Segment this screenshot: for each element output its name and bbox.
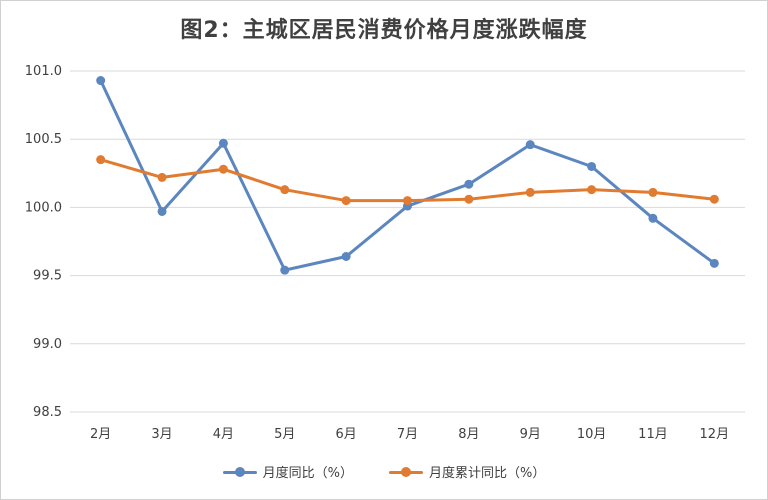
y-tick-label: 99.5 xyxy=(33,269,62,284)
y-axis-ticks: 98.5 99.0 99.5 100.0 100.5 101.0 xyxy=(25,64,62,420)
data-point-series-2 xyxy=(218,164,228,174)
data-point-series-2 xyxy=(280,185,290,195)
legend-label-series-1: 月度同比（%） xyxy=(262,466,353,481)
legend-label-series-2: 月度累计同比（%） xyxy=(429,466,546,481)
x-tick-label: 7月 xyxy=(397,427,418,442)
data-point-series-2 xyxy=(709,194,719,204)
data-point-series-1 xyxy=(96,76,106,86)
y-tick-label: 100.5 xyxy=(25,132,62,147)
data-point-series-1 xyxy=(464,179,474,189)
x-tick-label: 2月 xyxy=(90,427,111,442)
x-tick-label: 5月 xyxy=(274,427,295,442)
data-point-series-2 xyxy=(157,172,167,182)
y-tick-label: 98.5 xyxy=(33,405,62,420)
x-tick-label: 6月 xyxy=(335,427,356,442)
data-point-series-1 xyxy=(218,138,228,148)
x-tick-label: 3月 xyxy=(151,427,172,442)
data-point-series-1 xyxy=(341,252,351,262)
x-tick-label: 9月 xyxy=(520,427,541,442)
x-tick-label: 11月 xyxy=(638,427,668,442)
data-point-series-2 xyxy=(464,194,474,204)
series-lines xyxy=(99,79,716,272)
legend-swatch-series-1 xyxy=(222,465,257,479)
data-point-series-1 xyxy=(648,213,658,223)
x-tick-label: 12月 xyxy=(700,427,730,442)
x-axis-ticks: 2月 3月 4月 5月 6月 7月 8月 9月 10月 11月 12月 xyxy=(90,427,729,442)
chart-title: 图2：主城区居民消费价格月度涨跌幅度 xyxy=(180,18,588,43)
data-point-series-2 xyxy=(525,187,535,197)
data-point-series-2 xyxy=(403,196,412,206)
data-point-series-1 xyxy=(280,265,290,275)
data-point-series-1 xyxy=(587,161,597,171)
legend-item-series-2: 月度累计同比（%） xyxy=(389,462,545,481)
data-point-series-2 xyxy=(341,196,351,206)
data-point-series-2 xyxy=(587,185,597,195)
y-tick-label: 101.0 xyxy=(25,64,62,79)
series-line-2 xyxy=(99,158,716,203)
y-tick-label: 99.0 xyxy=(33,337,62,352)
data-point-series-1 xyxy=(525,140,535,150)
series-points xyxy=(96,76,719,275)
data-point-series-2 xyxy=(648,187,658,197)
legend: 月度同比（%） 月度累计同比（%） xyxy=(0,462,768,481)
legend-swatch-series-2 xyxy=(389,465,423,479)
series-line-1 xyxy=(99,79,716,272)
x-tick-label: 4月 xyxy=(213,427,234,442)
y-tick-label: 100.0 xyxy=(25,200,62,215)
data-point-series-2 xyxy=(96,155,106,165)
gridlines xyxy=(70,70,745,413)
legend-item-series-1: 月度同比（%） xyxy=(222,462,353,481)
data-point-series-1 xyxy=(709,258,719,268)
x-tick-label: 8月 xyxy=(458,427,479,442)
x-tick-label: 10月 xyxy=(577,427,607,442)
data-point-series-1 xyxy=(157,206,167,216)
